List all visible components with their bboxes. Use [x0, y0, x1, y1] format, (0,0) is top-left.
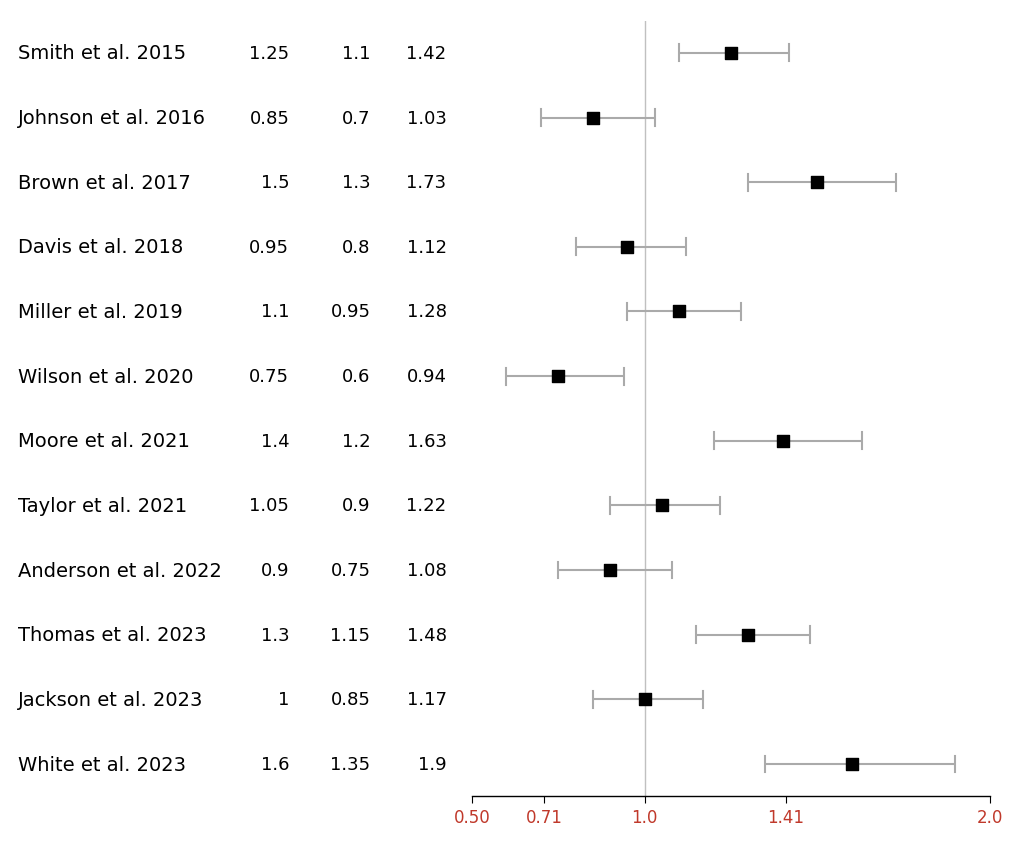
Text: 1.17: 1.17 — [407, 691, 447, 709]
Text: 1.08: 1.08 — [407, 561, 447, 579]
Text: 0.75: 0.75 — [331, 561, 370, 579]
Point — [843, 758, 860, 771]
Point — [602, 564, 618, 578]
Text: Miller et al. 2019: Miller et al. 2019 — [18, 302, 183, 322]
Point — [723, 47, 739, 61]
Text: 0.8: 0.8 — [342, 238, 370, 257]
Text: 0.95: 0.95 — [250, 238, 289, 257]
Text: 1.73: 1.73 — [406, 174, 447, 192]
Text: 0.95: 0.95 — [331, 303, 370, 321]
Text: 0.94: 0.94 — [407, 368, 447, 386]
Text: 1.25: 1.25 — [249, 45, 289, 63]
Text: Davis et al. 2018: Davis et al. 2018 — [18, 238, 184, 257]
Text: Johnson et al. 2016: Johnson et al. 2016 — [18, 108, 206, 128]
Text: 1.05: 1.05 — [250, 497, 289, 515]
Text: 1.1: 1.1 — [342, 45, 370, 63]
Text: 1.9: 1.9 — [418, 755, 447, 773]
Text: 1.1: 1.1 — [261, 303, 289, 321]
Text: 0.75: 0.75 — [250, 368, 289, 386]
Text: 1.5: 1.5 — [261, 174, 289, 192]
Text: White et al. 2023: White et al. 2023 — [18, 754, 187, 774]
Text: 0.9: 0.9 — [261, 561, 289, 579]
Point — [740, 629, 756, 642]
Point — [550, 370, 566, 384]
Text: Anderson et al. 2022: Anderson et al. 2022 — [18, 561, 222, 580]
Text: 0.6: 0.6 — [342, 368, 370, 386]
Text: 0.7: 0.7 — [342, 109, 370, 127]
Text: 1.28: 1.28 — [407, 303, 447, 321]
Text: Wilson et al. 2020: Wilson et al. 2020 — [18, 367, 194, 387]
Point — [671, 306, 687, 319]
Text: 1.35: 1.35 — [330, 755, 370, 773]
Text: Brown et al. 2017: Brown et al. 2017 — [18, 173, 191, 193]
Text: 1.42: 1.42 — [406, 45, 447, 63]
Point — [585, 112, 601, 126]
Text: Thomas et al. 2023: Thomas et al. 2023 — [18, 625, 207, 645]
Text: Taylor et al. 2021: Taylor et al. 2021 — [18, 496, 188, 516]
Text: 0.85: 0.85 — [331, 691, 370, 709]
Text: 1: 1 — [278, 691, 289, 709]
Text: 1.6: 1.6 — [261, 755, 289, 773]
Text: 1.63: 1.63 — [407, 432, 447, 450]
Text: Jackson et al. 2023: Jackson et al. 2023 — [18, 690, 204, 709]
Text: 1.15: 1.15 — [331, 626, 370, 644]
Text: Moore et al. 2021: Moore et al. 2021 — [18, 431, 190, 451]
Point — [774, 435, 791, 449]
Text: 0.85: 0.85 — [250, 109, 289, 127]
Text: 1.12: 1.12 — [407, 238, 447, 257]
Text: 1.3: 1.3 — [342, 174, 370, 192]
Point — [654, 499, 670, 513]
Text: 1.22: 1.22 — [406, 497, 447, 515]
Point — [619, 241, 635, 255]
Text: 0.9: 0.9 — [342, 497, 370, 515]
Text: Smith et al. 2015: Smith et al. 2015 — [18, 44, 187, 64]
Text: 1.48: 1.48 — [407, 626, 447, 644]
Text: 1.4: 1.4 — [261, 432, 289, 450]
Text: 1.03: 1.03 — [407, 109, 447, 127]
Point — [809, 177, 825, 190]
Point — [636, 692, 653, 706]
Text: 1.3: 1.3 — [261, 626, 289, 644]
Text: 1.2: 1.2 — [342, 432, 370, 450]
